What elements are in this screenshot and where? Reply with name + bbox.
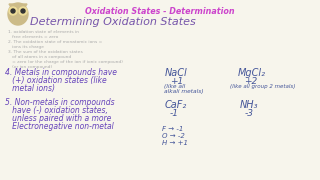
Circle shape	[19, 7, 27, 15]
Text: -3: -3	[245, 109, 254, 118]
Polygon shape	[9, 4, 17, 10]
Text: unless paired with a more: unless paired with a more	[5, 114, 111, 123]
Text: 3. The sum of the oxidation states: 3. The sum of the oxidation states	[8, 50, 83, 54]
Text: MgCl₂: MgCl₂	[238, 68, 266, 78]
Text: H → +1: H → +1	[162, 140, 188, 146]
Circle shape	[9, 7, 17, 15]
Text: 5. Non-metals in compounds: 5. Non-metals in compounds	[5, 98, 115, 107]
Text: (like all group 2 metals): (like all group 2 metals)	[230, 84, 295, 89]
Text: (+) oxidation states (like: (+) oxidation states (like	[5, 76, 107, 85]
Text: F → -1: F → -1	[162, 126, 183, 132]
Text: = zero (or the charge of the ion if ionic compound): = zero (or the charge of the ion if ioni…	[8, 60, 123, 64]
Circle shape	[21, 9, 25, 13]
Text: metal ions): metal ions)	[5, 84, 55, 93]
Text: Oxidation States - Determination: Oxidation States - Determination	[85, 7, 235, 16]
Text: CaF₂: CaF₂	[165, 100, 187, 110]
Text: -1: -1	[170, 109, 179, 118]
Text: +2: +2	[244, 77, 257, 86]
Text: Electronegative non-metal: Electronegative non-metal	[5, 122, 114, 131]
Text: O → -2: O → -2	[162, 133, 185, 139]
Text: (or ion compound): (or ion compound)	[8, 65, 52, 69]
Text: Determining Oxidation States: Determining Oxidation States	[30, 17, 196, 27]
Text: alkali metals): alkali metals)	[164, 89, 204, 94]
Text: NaCl: NaCl	[165, 68, 188, 78]
Text: 4. Metals in compounds have: 4. Metals in compounds have	[5, 68, 117, 77]
Text: ions its charge: ions its charge	[8, 45, 44, 49]
Polygon shape	[19, 4, 27, 10]
Text: NH₃: NH₃	[240, 100, 259, 110]
Circle shape	[11, 9, 15, 13]
Text: 2. The oxidation state of monatomic ions =: 2. The oxidation state of monatomic ions…	[8, 40, 102, 44]
Text: 1. oxidation state of elements in: 1. oxidation state of elements in	[8, 30, 79, 34]
Text: (like all: (like all	[164, 84, 185, 89]
Text: +1: +1	[170, 77, 183, 86]
Ellipse shape	[8, 3, 28, 25]
Text: free elements = zero: free elements = zero	[8, 35, 58, 39]
Text: of all atoms in a compound: of all atoms in a compound	[8, 55, 71, 59]
Text: have (-) oxidation states,: have (-) oxidation states,	[5, 106, 108, 115]
